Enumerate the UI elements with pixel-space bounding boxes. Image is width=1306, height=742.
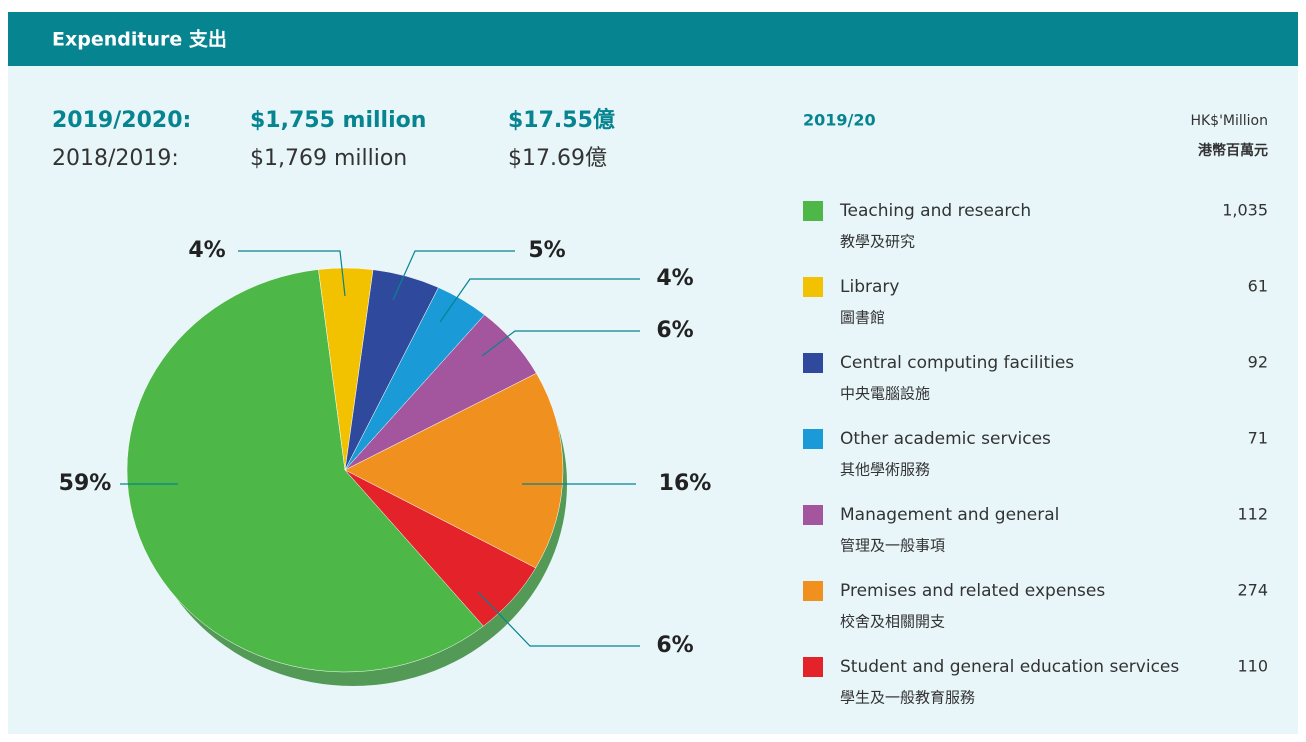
- summary-text: $17.69億: [508, 146, 607, 171]
- value-label: 6%: [656, 318, 693, 343]
- legend-amount: 1,035: [1222, 201, 1268, 220]
- pie-slice: [344, 469, 537, 627]
- legend-name-zh: 管理及一般事項: [840, 537, 945, 555]
- chart-title: Expenditure 支出: [52, 28, 227, 51]
- legend-swatch: [803, 277, 823, 297]
- legend-swatch: [803, 429, 823, 449]
- legend-name-zh: 學生及一般教育服務: [840, 689, 975, 707]
- legend-unit: HK$'Million: [1190, 113, 1268, 129]
- legend-name: Library: [840, 277, 899, 297]
- leader-line: [477, 591, 640, 647]
- leader-line: [439, 278, 640, 323]
- summary-text: 2019/2020:: [52, 108, 191, 133]
- legend-amount: 110: [1237, 657, 1268, 676]
- legend-name-zh: 校舍及相關開支: [840, 613, 945, 631]
- value-label: 59%: [59, 471, 112, 496]
- value-label: 5%: [528, 238, 565, 263]
- legend-swatch: [803, 353, 823, 373]
- value-label: 16%: [659, 471, 712, 496]
- pie-slice: [344, 372, 564, 569]
- legend-name-zh: 其他學術服務: [840, 461, 930, 479]
- legend-amount: 61: [1248, 277, 1268, 296]
- legend-year: 2019/20: [803, 111, 876, 130]
- legend-name: Other academic services: [840, 429, 1051, 449]
- leader-line: [238, 250, 346, 297]
- leader-line: [481, 330, 640, 357]
- legend-unit-zh: 港幣百萬元: [1198, 142, 1268, 159]
- legend-amount: 71: [1248, 429, 1268, 448]
- legend-name-zh: 圖書館: [840, 309, 885, 327]
- legend-name: Central computing facilities: [840, 353, 1074, 373]
- summary-text: $1,769 million: [250, 146, 407, 171]
- legend-swatch: [803, 201, 823, 221]
- summary-text: $17.55億: [508, 107, 615, 133]
- value-label: 4%: [188, 238, 225, 263]
- legend-swatch: [803, 581, 823, 601]
- legend-name-zh: 教學及研究: [840, 233, 915, 251]
- legend-name: Student and general education services: [840, 657, 1179, 677]
- legend-amount: 112: [1237, 505, 1268, 524]
- legend-name: Premises and related expenses: [840, 581, 1105, 601]
- legend-swatch: [803, 505, 823, 525]
- summary-text: 2018/2019:: [52, 146, 179, 171]
- legend-name: Management and general: [840, 505, 1059, 525]
- legend-amount: 274: [1237, 581, 1268, 600]
- value-label: 6%: [656, 633, 693, 658]
- pie-slice: [126, 269, 484, 673]
- leader-line: [392, 250, 515, 301]
- legend-name-zh: 中央電腦設施: [840, 385, 930, 403]
- legend-amount: 92: [1248, 353, 1268, 372]
- value-label: 4%: [656, 266, 693, 291]
- summary-text: $1,755 million: [250, 108, 426, 133]
- header-band: [8, 12, 1298, 66]
- legend-name: Teaching and research: [839, 201, 1031, 221]
- legend-swatch: [803, 657, 823, 677]
